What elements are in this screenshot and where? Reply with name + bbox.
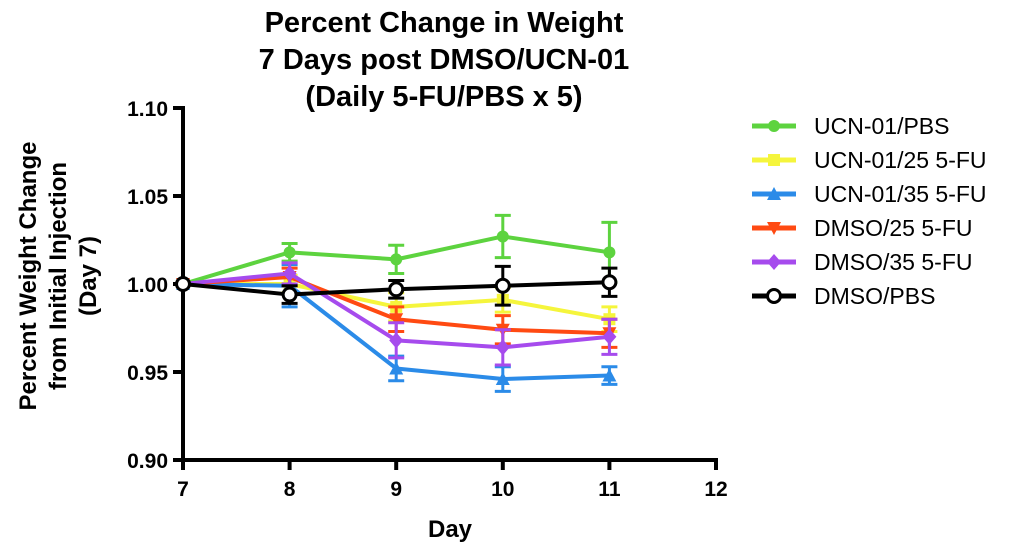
legend: UCN-01/PBS UCN-01/25 5-FU UCN-01/35 5-FU DM… [752,113,987,309]
legend-item: DMSO/PBS [752,283,935,309]
data-point [495,372,510,386]
x-axis-label: Day [428,516,473,543]
y-tick-label: 0.90 [127,450,168,473]
y-axis-label-line-2: from Initial Injection [45,162,72,390]
legend-label: UCN-01/PBS [814,113,949,139]
data-point [390,253,403,266]
series-5 [175,264,618,307]
data-point [281,286,298,303]
legend-item: UCN-01/25 5-FU [752,147,987,173]
title-line-1: Percent Change in Weight [265,7,624,39]
legend-label: UCN-01/25 5-FU [814,147,987,173]
x-tick-label: 8 [284,478,296,501]
legend-marker [766,288,782,304]
data-point [496,230,509,243]
y-axis-label-line-1: Percent Weight Change [15,142,42,411]
x-tick-label: 12 [704,478,727,501]
y-tick-label: 0.95 [127,362,168,385]
legend-marker [767,222,781,235]
legend-item: UCN-01/35 5-FU [752,181,987,207]
data-point [603,246,616,259]
legend-item: DMSO/35 5-FU [752,249,972,275]
legend-marker [767,187,781,200]
data-point [495,339,510,356]
x-tick-label: 11 [598,478,621,501]
x-tick-label: 9 [390,478,402,501]
data-point [282,265,297,282]
y-tick-label: 1.00 [127,274,168,297]
x-tick-label: 10 [491,478,514,501]
legend-item: UCN-01/PBS [752,113,949,139]
legend-marker [767,254,781,270]
data-point [389,361,404,375]
data-point [389,313,404,327]
data-point [389,332,404,349]
data-point [175,276,191,292]
data-point [601,274,618,291]
series-4 [176,261,618,367]
y-axis-label: Percent Weight Change from Initial Injec… [15,142,102,411]
y-tick-label: 1.10 [127,98,168,121]
data-point [602,368,617,382]
legend-marker [768,120,780,132]
legend-label: UCN-01/35 5-FU [814,181,987,207]
legend-marker [768,154,780,166]
y-axis-label-line-3: (Day 7) [75,236,102,316]
legend-item: DMSO/25 5-FU [752,215,972,241]
series-layer [175,213,618,393]
legend-label: DMSO/35 5-FU [814,249,972,275]
legend-label: DMSO/25 5-FU [814,215,972,241]
series-0 [177,213,618,290]
chart-title: Percent Change in Weight 7 Days post DMS… [259,7,630,113]
axes: 0.90 0.95 1.00 1.05 1.10 7 8 9 10 11 12 [127,98,728,501]
title-line-3: (Daily 5-FU/PBS x 5) [305,81,582,113]
data-point [283,246,296,259]
data-point [494,277,511,294]
y-tick-label: 1.05 [127,186,168,209]
data-point [388,281,405,298]
legend-label: DMSO/PBS [814,283,935,309]
data-point [602,328,617,345]
x-tick-label: 7 [177,478,189,501]
title-line-2: 7 Days post DMSO/UCN-01 [259,44,630,76]
